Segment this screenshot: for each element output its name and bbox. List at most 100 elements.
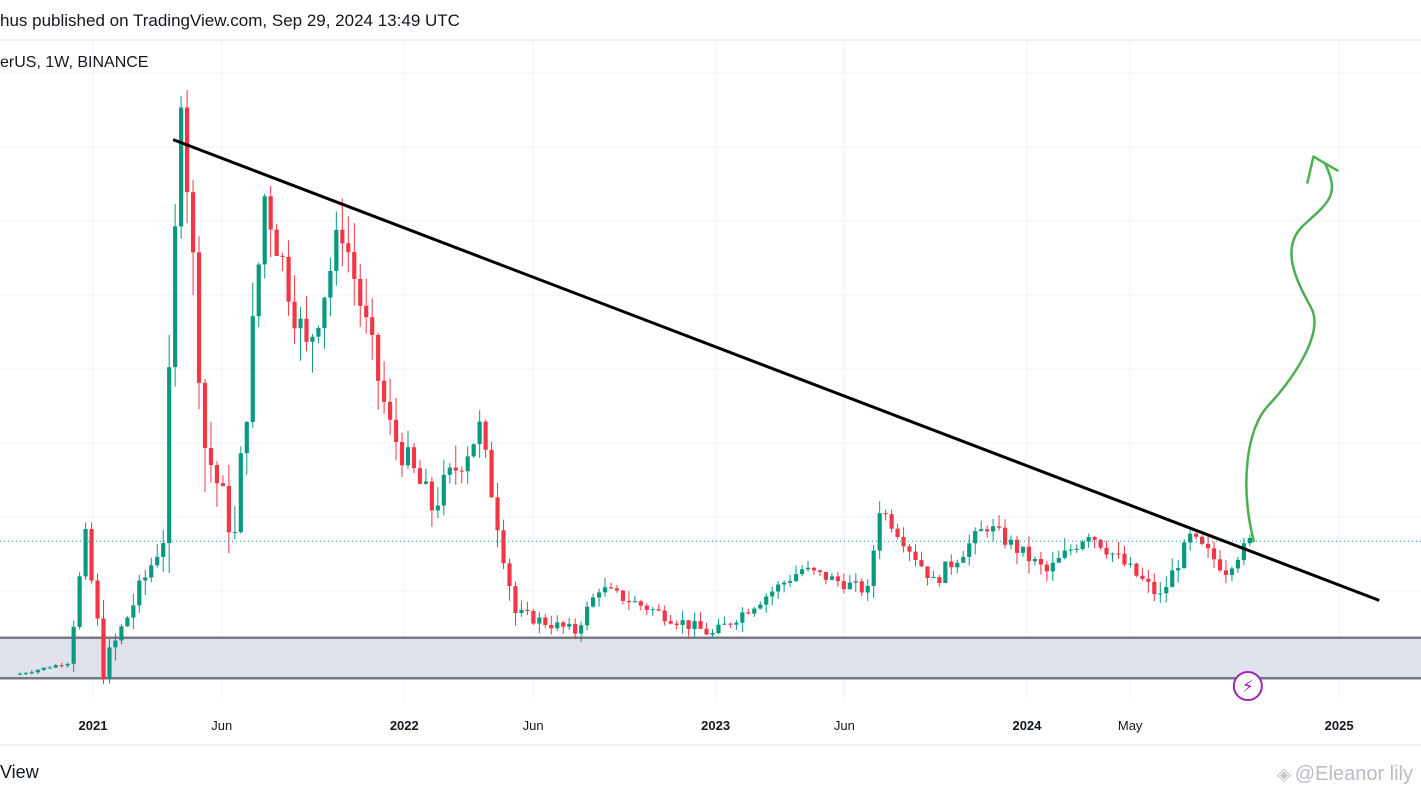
- x-tick-label: 2022: [390, 718, 419, 733]
- candle-body: [1068, 549, 1073, 551]
- candle-body: [561, 622, 566, 627]
- candle-body: [734, 622, 739, 625]
- watermark-text: @Eleanor lily: [1294, 763, 1413, 785]
- candle-body: [656, 609, 661, 611]
- candle-body: [889, 514, 894, 529]
- candle-body: [579, 625, 584, 634]
- candle-body: [1241, 543, 1246, 560]
- candle-body: [1199, 536, 1205, 544]
- trendline: [172, 138, 1380, 602]
- candle-body: [262, 196, 267, 265]
- candle-body: [161, 543, 166, 557]
- x-tick-label: Jun: [834, 718, 855, 733]
- candle-body: [555, 622, 560, 629]
- candle-body: [698, 621, 703, 629]
- candle-body: [1188, 533, 1193, 543]
- candle-body: [244, 421, 249, 454]
- candle-body: [907, 546, 912, 552]
- candle-body: [113, 640, 118, 648]
- candle-body: [220, 483, 226, 486]
- candle-body: [382, 380, 387, 402]
- candle-body: [453, 467, 458, 471]
- candle-body: [286, 256, 291, 302]
- candle-body: [119, 626, 124, 641]
- candle-body: [985, 529, 990, 532]
- candle-body: [728, 623, 733, 625]
- candle-body: [214, 465, 220, 484]
- candle-body: [626, 600, 632, 603]
- candle-body: [1247, 537, 1252, 544]
- candle-body: [644, 605, 649, 610]
- x-tick-label: 2021: [79, 718, 108, 733]
- candle-body: [925, 566, 930, 578]
- candle-body: [89, 529, 94, 581]
- candle-body: [1235, 559, 1241, 569]
- candle-body: [967, 543, 972, 557]
- candle-body: [740, 612, 745, 623]
- candle-body: [829, 576, 835, 580]
- candle-body: [883, 513, 888, 515]
- candle-body: [429, 481, 434, 511]
- candle-body: [835, 576, 840, 582]
- candle-body: [95, 580, 100, 619]
- candle-body: [943, 561, 948, 583]
- candle-body: [991, 526, 996, 532]
- candle-body: [1194, 533, 1199, 537]
- candle-body: [155, 556, 160, 566]
- candle-body: [955, 562, 960, 568]
- candle-body: [441, 474, 446, 506]
- candle-body: [1008, 539, 1014, 545]
- candle-body: [1170, 570, 1175, 588]
- candle-body: [746, 612, 751, 614]
- chart-grid: [0, 39, 1421, 746]
- candle-body: [352, 252, 357, 279]
- event-marker[interactable]: ⚡: [1232, 671, 1263, 701]
- candle-body: [399, 442, 405, 466]
- candle-body: [387, 401, 393, 420]
- candle-body: [179, 107, 184, 227]
- candle-body: [1098, 539, 1103, 548]
- candle-body: [1092, 537, 1097, 540]
- candle-body: [567, 623, 572, 627]
- candle-body: [1146, 578, 1151, 582]
- candle-body: [811, 567, 817, 571]
- candle-body: [632, 601, 637, 603]
- candle-body: [919, 560, 924, 567]
- candle-body: [716, 624, 721, 633]
- candle-body: [949, 561, 954, 568]
- candle-body: [364, 305, 369, 318]
- candle-body: [405, 447, 411, 466]
- candle-body: [686, 620, 691, 629]
- candle-body: [149, 565, 154, 578]
- symbol-info: erUS, 1W, BINANCE: [0, 54, 149, 71]
- candle-body: [501, 530, 506, 564]
- candle-body: [531, 611, 536, 624]
- candle-body: [549, 624, 554, 629]
- candle-body: [1211, 548, 1217, 560]
- candle-body: [823, 571, 829, 580]
- candle-body: [853, 581, 858, 583]
- candle-body: [310, 336, 315, 342]
- x-tick-label: May: [1118, 718, 1143, 733]
- candle-body: [340, 229, 345, 244]
- candle-body: [793, 574, 799, 582]
- candle-body: [596, 592, 602, 598]
- candle-body: [805, 567, 811, 570]
- support-zone: [0, 636, 1421, 680]
- candle-body: [322, 297, 327, 328]
- candle-body: [190, 192, 196, 253]
- candle-body: [1056, 557, 1061, 563]
- candle-body: [1205, 543, 1211, 549]
- candle-body: [585, 606, 590, 626]
- candle-body: [226, 485, 231, 533]
- candle-body: [841, 581, 846, 590]
- x-tick-label: Jun: [211, 718, 232, 733]
- candle-body: [788, 581, 793, 583]
- candle-body: [489, 449, 494, 498]
- candle-body: [931, 577, 936, 579]
- lightning-marker-circle: [1232, 671, 1263, 701]
- candle-body: [1032, 558, 1038, 562]
- candle-body: [937, 577, 942, 583]
- brand-footer: View: [0, 762, 39, 782]
